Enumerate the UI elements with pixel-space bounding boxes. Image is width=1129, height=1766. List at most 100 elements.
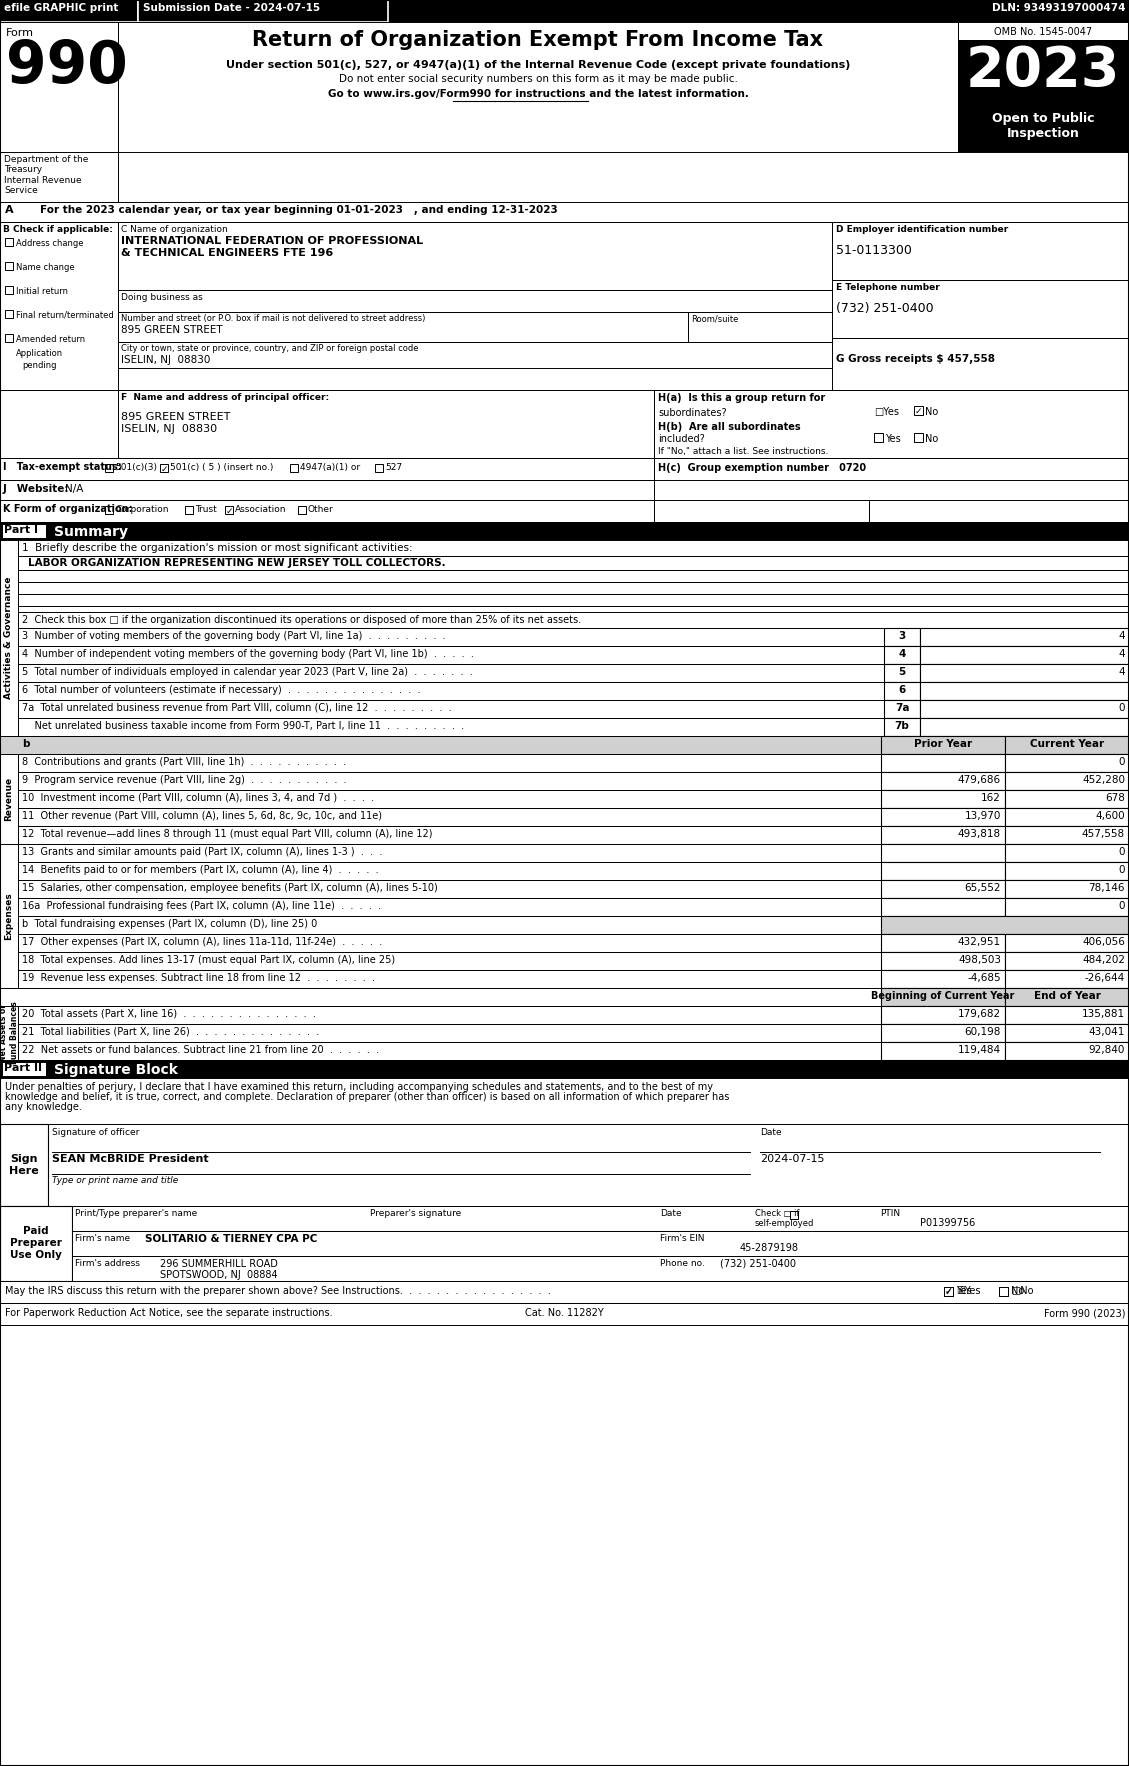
Text: ✓: ✓ <box>945 1287 952 1296</box>
Text: 895 GREEN STREET: 895 GREEN STREET <box>121 325 222 336</box>
Text: SEAN McBRIDE President: SEAN McBRIDE President <box>52 1153 209 1164</box>
Text: Type or print name and title: Type or print name and title <box>52 1176 178 1185</box>
Bar <box>999 1287 1008 1296</box>
Text: Part II: Part II <box>5 1063 42 1074</box>
Text: 3  Number of voting members of the governing body (Part VI, line 1a)  .  .  .  .: 3 Number of voting members of the govern… <box>21 630 446 641</box>
Text: Check □ if
self-employed: Check □ if self-employed <box>755 1210 814 1229</box>
Text: Open to Public
Inspection: Open to Public Inspection <box>991 111 1094 140</box>
Text: H(a)  Is this a group return for: H(a) Is this a group return for <box>658 394 825 403</box>
Text: Signature of officer: Signature of officer <box>52 1128 139 1137</box>
Bar <box>0 21 119 152</box>
Bar <box>18 646 1129 664</box>
Text: Form 990 (2023): Form 990 (2023) <box>1043 1309 1124 1317</box>
Text: 9  Program service revenue (Part VIII, line 2g)  .  .  .  .  .  .  .  .  .  .  .: 9 Program service revenue (Part VIII, li… <box>21 775 347 786</box>
Text: K Form of organization:: K Form of organization: <box>3 503 132 514</box>
Text: (732) 251-0400: (732) 251-0400 <box>835 302 934 314</box>
Bar <box>18 879 1129 897</box>
Bar <box>18 682 1129 699</box>
Text: Under penalties of perjury, I declare that I have examined this return, includin: Under penalties of perjury, I declare th… <box>5 1083 714 1091</box>
Bar <box>1005 844 1129 862</box>
Bar <box>160 464 168 472</box>
Text: any knowledge.: any knowledge. <box>5 1102 82 1113</box>
Bar <box>5 334 14 343</box>
Bar <box>881 862 1005 879</box>
Bar <box>0 523 1129 540</box>
Text: 18  Total expenses. Add lines 13-17 (must equal Part IX, column (A), line 25): 18 Total expenses. Add lines 13-17 (must… <box>21 955 395 964</box>
Text: efile GRAPHIC print: efile GRAPHIC print <box>5 4 119 12</box>
Bar <box>298 507 306 514</box>
Bar <box>881 1042 1005 1060</box>
Text: SOLITARIO & TIERNEY CPA PC: SOLITARIO & TIERNEY CPA PC <box>145 1234 317 1243</box>
Text: 13,970: 13,970 <box>964 811 1001 821</box>
Text: -26,644: -26,644 <box>1085 973 1124 984</box>
Bar <box>138 0 388 21</box>
Text: Yes: Yes <box>885 434 901 443</box>
Text: Paid
Preparer
Use Only: Paid Preparer Use Only <box>10 1226 62 1259</box>
Text: ISELIN, NJ  08830: ISELIN, NJ 08830 <box>121 424 217 434</box>
Text: 7b: 7b <box>894 721 910 731</box>
Text: 14  Benefits paid to or for members (Part IX, column (A), line 4)  .  .  .  .  .: 14 Benefits paid to or for members (Part… <box>21 865 378 874</box>
Text: 45-2879198: 45-2879198 <box>739 1243 799 1254</box>
Bar <box>881 934 1005 952</box>
Bar <box>1005 897 1129 917</box>
Bar <box>884 719 920 736</box>
Bar <box>1005 789 1129 809</box>
Bar <box>375 464 383 472</box>
Bar <box>881 809 1005 826</box>
Text: Do not enter social security numbers on this form as it may be made public.: Do not enter social security numbers on … <box>339 74 737 85</box>
Text: 92,840: 92,840 <box>1088 1045 1124 1054</box>
Text: Doing business as: Doing business as <box>121 293 203 302</box>
Bar <box>119 21 959 152</box>
Bar <box>914 406 924 415</box>
Text: 1  Briefly describe the organization's mission or most significant activities:: 1 Briefly describe the organization's mi… <box>21 542 412 553</box>
Text: 43,041: 43,041 <box>1088 1028 1124 1037</box>
Bar <box>0 152 119 201</box>
Bar <box>884 682 920 699</box>
Text: 3: 3 <box>899 630 905 641</box>
Bar <box>920 699 1129 719</box>
Text: 12  Total revenue—add lines 8 through 11 (must equal Part VIII, column (A), line: 12 Total revenue—add lines 8 through 11 … <box>21 828 432 839</box>
Text: INTERNATIONAL FEDERATION OF PROFESSIONAL: INTERNATIONAL FEDERATION OF PROFESSIONAL <box>121 237 423 245</box>
Bar <box>2 1061 46 1075</box>
Bar <box>944 1287 953 1296</box>
Bar <box>5 238 14 245</box>
Text: -4,685: -4,685 <box>968 973 1001 984</box>
Text: Application: Application <box>16 348 63 357</box>
Text: Amended return: Amended return <box>16 334 85 344</box>
Bar <box>2 525 46 539</box>
Text: Room/suite: Room/suite <box>691 314 738 323</box>
Text: Prior Year: Prior Year <box>914 738 972 749</box>
Bar <box>119 343 832 367</box>
Bar <box>18 570 1129 583</box>
Bar <box>18 540 1129 556</box>
Text: N/A: N/A <box>65 484 84 494</box>
Bar <box>654 390 1129 457</box>
Bar <box>881 879 1005 897</box>
Bar <box>944 1287 953 1296</box>
Bar <box>0 1303 1129 1324</box>
Bar <box>881 789 1005 809</box>
Text: knowledge and belief, it is true, correct, and complete. Declaration of preparer: knowledge and belief, it is true, correc… <box>5 1091 729 1102</box>
Bar <box>0 1060 1129 1077</box>
Text: E Telephone number: E Telephone number <box>835 283 939 291</box>
Bar <box>1005 772 1129 789</box>
Text: 162: 162 <box>981 793 1001 804</box>
Bar <box>18 970 1129 987</box>
Text: Print/Type preparer's name: Print/Type preparer's name <box>75 1210 198 1219</box>
Text: Revenue: Revenue <box>5 777 14 821</box>
Text: Yes: Yes <box>956 1286 972 1296</box>
Bar <box>0 480 654 500</box>
Bar <box>881 826 1005 844</box>
Text: 4  Number of independent voting members of the governing body (Part VI, line 1b): 4 Number of independent voting members o… <box>21 648 474 659</box>
Text: For the 2023 calendar year, or tax year beginning 01-01-2023   , and ending 12-3: For the 2023 calendar year, or tax year … <box>40 205 558 215</box>
Text: 19  Revenue less expenses. Subtract line 18 from line 12  .  .  .  .  .  .  .  .: 19 Revenue less expenses. Subtract line … <box>21 973 375 984</box>
Text: 452,280: 452,280 <box>1082 775 1124 786</box>
Text: b  Total fundraising expenses (Part IX, column (D), line 25) 0: b Total fundraising expenses (Part IX, c… <box>21 918 317 929</box>
Bar <box>654 500 869 544</box>
Text: Firm's EIN: Firm's EIN <box>660 1234 704 1243</box>
Text: G Gross receipts $ 457,558: G Gross receipts $ 457,558 <box>835 353 995 364</box>
Bar <box>869 500 1129 544</box>
Text: 678: 678 <box>1105 793 1124 804</box>
Text: 484,202: 484,202 <box>1082 955 1124 964</box>
Bar <box>18 699 1129 719</box>
